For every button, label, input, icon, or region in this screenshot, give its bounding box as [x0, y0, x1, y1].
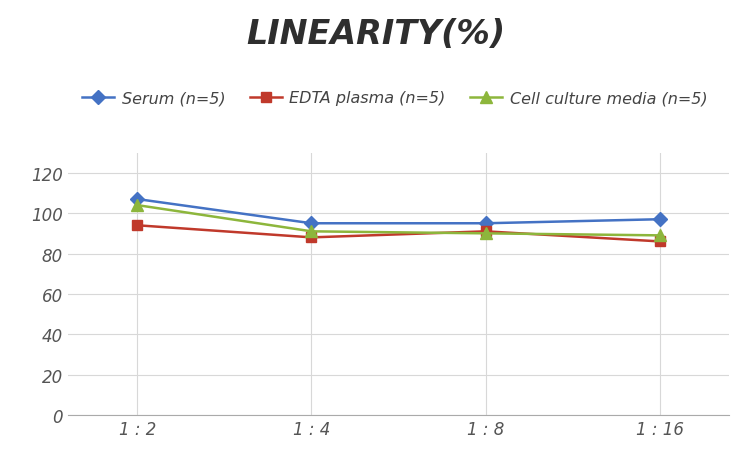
Legend: Serum (n=5), EDTA plasma (n=5), Cell culture media (n=5): Serum (n=5), EDTA plasma (n=5), Cell cul…	[76, 85, 714, 112]
Text: LINEARITY(%): LINEARITY(%)	[247, 18, 505, 51]
